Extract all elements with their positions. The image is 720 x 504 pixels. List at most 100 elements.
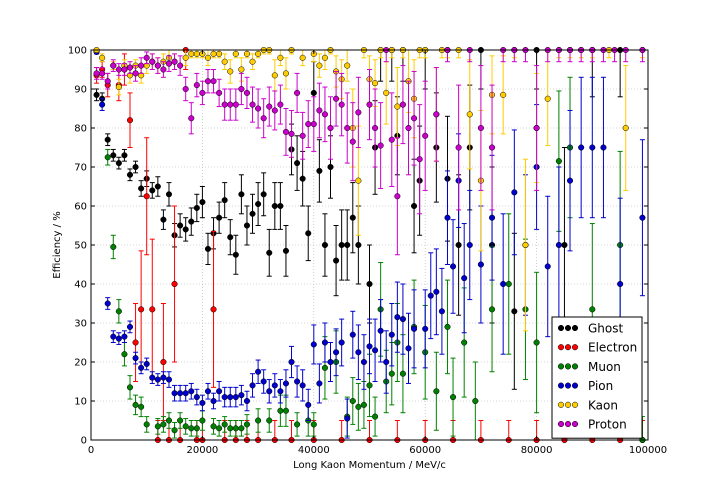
data-point (143, 193, 150, 200)
legend-marker (564, 344, 572, 351)
data-point (204, 54, 212, 61)
data-point (316, 380, 323, 387)
data-point (138, 364, 145, 371)
data-point (138, 306, 145, 313)
data-point (399, 101, 406, 108)
legend-marker (571, 420, 579, 428)
legend-marker (564, 363, 572, 370)
data-point (110, 333, 117, 340)
data-point (232, 425, 239, 432)
data-point (466, 241, 473, 249)
data-point (299, 54, 306, 61)
data-point (165, 191, 173, 198)
y-tick-label: 60 (74, 202, 87, 213)
data-point (316, 107, 323, 114)
y-axis-label: Efficiency / % (52, 211, 63, 278)
data-point (277, 54, 284, 61)
data-point (149, 306, 156, 313)
data-point (199, 399, 206, 407)
data-point (450, 263, 457, 270)
data-point (566, 177, 574, 184)
data-point (93, 91, 100, 98)
data-point (238, 392, 245, 399)
data-point (255, 417, 262, 424)
data-point (193, 204, 200, 211)
data-point (271, 72, 278, 79)
data-point (383, 89, 390, 96)
data-point (344, 124, 351, 132)
data-point (232, 394, 239, 401)
data-point (388, 136, 395, 143)
series-proton (93, 46, 646, 256)
data-point (110, 62, 117, 69)
data-point (472, 397, 479, 405)
data-point (210, 397, 217, 405)
data-point (271, 382, 278, 389)
data-point (355, 241, 362, 249)
data-point (422, 132, 429, 139)
data-point (366, 101, 373, 108)
data-point (310, 89, 317, 96)
data-point (221, 197, 228, 204)
data-point (555, 158, 562, 165)
data-point (444, 323, 451, 330)
data-point (316, 167, 323, 174)
data-point (555, 241, 562, 249)
data-point (433, 388, 440, 395)
legend-entry-muon: Muon (557, 360, 621, 374)
legend-entry-ghost: Ghost (557, 322, 623, 336)
data-point (377, 327, 384, 334)
data-point (544, 95, 551, 102)
data-point (182, 85, 189, 93)
data-point (149, 58, 156, 65)
data-point (294, 89, 301, 96)
legend-entry-kaon: Kaon (557, 398, 618, 412)
data-point (227, 394, 234, 401)
data-point (544, 263, 551, 270)
data-point (221, 421, 228, 428)
data-point (282, 70, 290, 77)
data-point (338, 101, 345, 108)
data-point (193, 82, 200, 89)
data-point (110, 152, 117, 159)
data-point (477, 124, 484, 132)
data-point (227, 101, 234, 108)
legend-marker (564, 401, 572, 408)
data-point (243, 50, 251, 57)
data-point (288, 130, 295, 137)
data-point (294, 421, 301, 428)
legend-marker (571, 382, 579, 389)
data-point (266, 249, 273, 256)
legend-label: Proton (588, 418, 627, 432)
y-tick-label: 50 (74, 241, 87, 252)
data-point (383, 358, 390, 366)
data-point (132, 355, 139, 362)
data-point (450, 394, 457, 401)
data-point (104, 78, 111, 85)
data-point (171, 427, 178, 434)
data-point (132, 70, 139, 77)
data-point (249, 382, 256, 389)
x-tick-label: 0 (88, 445, 94, 456)
data-point (411, 202, 418, 210)
data-point (221, 101, 228, 108)
data-point (182, 54, 189, 61)
data-point (216, 425, 223, 432)
x-tick-label: 100000 (629, 445, 667, 456)
data-point (182, 226, 189, 233)
data-point (210, 423, 217, 430)
data-point (255, 201, 262, 208)
data-point (99, 101, 106, 108)
data-point (589, 144, 596, 151)
data-point (271, 107, 278, 114)
data-point (360, 358, 367, 366)
data-point (154, 423, 161, 430)
data-point (411, 325, 418, 332)
data-point (243, 222, 251, 229)
data-point (305, 121, 312, 128)
data-point (288, 358, 295, 366)
data-point (160, 358, 167, 366)
data-point (349, 138, 356, 145)
data-point (310, 341, 317, 348)
data-point (461, 339, 468, 346)
